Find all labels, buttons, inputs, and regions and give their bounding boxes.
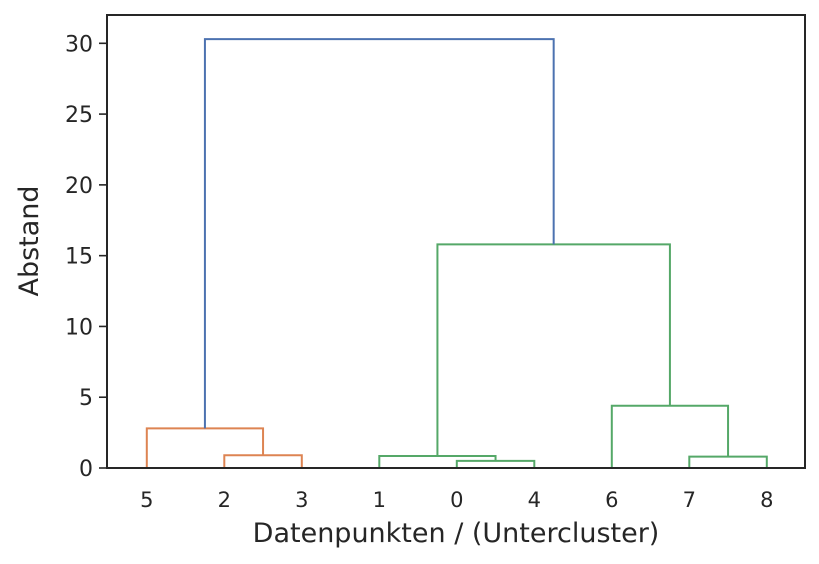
dendrogram-link bbox=[436, 243, 671, 456]
dendrogram-link bbox=[203, 38, 555, 429]
y-tick-label: 25 bbox=[65, 103, 93, 128]
dendrogram-link bbox=[688, 455, 768, 468]
x-axis-label: Datenpunkten / (Untercluster) bbox=[253, 518, 660, 549]
dendrogram-link bbox=[455, 459, 536, 468]
x-tick-label: 3 bbox=[295, 488, 308, 512]
x-tick-label: 2 bbox=[218, 488, 231, 512]
y-tick-label: 5 bbox=[79, 386, 93, 411]
x-tick-label: 8 bbox=[760, 488, 773, 512]
dendrogram-link bbox=[145, 427, 265, 468]
y-axis-ticks: 0 5 10 15 20 25 30 bbox=[65, 32, 107, 482]
dendrogram-link bbox=[610, 404, 730, 468]
y-tick-label: 20 bbox=[65, 174, 93, 199]
y-tick-label: 30 bbox=[65, 32, 93, 57]
y-axis-label: Abstand bbox=[14, 185, 45, 296]
dendrogram-link bbox=[223, 454, 303, 468]
x-tick-label: 6 bbox=[605, 488, 618, 512]
x-tick-label: 7 bbox=[683, 488, 696, 512]
x-tick-label: 4 bbox=[528, 488, 541, 512]
y-tick-label: 15 bbox=[65, 245, 93, 270]
x-axis-ticks: 5 2 3 1 0 4 6 7 8 bbox=[140, 488, 773, 512]
x-tick-label: 1 bbox=[373, 488, 386, 512]
y-tick-label: 0 bbox=[79, 457, 93, 482]
y-tick-label: 10 bbox=[65, 315, 93, 340]
x-tick-label: 5 bbox=[140, 488, 153, 512]
plot-frame bbox=[106, 14, 806, 469]
dendrogram-links bbox=[145, 38, 768, 468]
x-tick-label: 0 bbox=[450, 488, 463, 512]
dendrogram-link bbox=[378, 454, 497, 468]
